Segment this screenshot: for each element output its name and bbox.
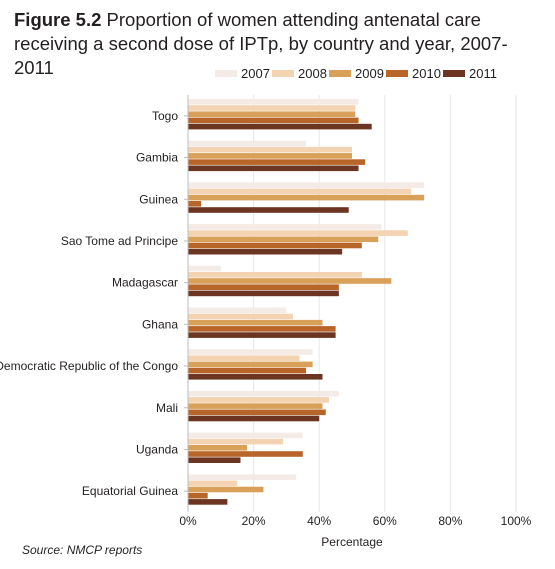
bar [188,349,313,355]
category-label: Madagascar [112,276,178,290]
bar [188,361,313,368]
category-label: Guinea [139,192,178,206]
bar [188,319,323,326]
bar [188,374,323,380]
bar [188,486,264,493]
category-label: Sao Tome ad Principe [61,234,179,248]
legend-label: 2009 [355,66,384,81]
bar [188,307,287,314]
legend-swatch [443,70,465,77]
bar [188,188,412,195]
category-label: Gambia [136,151,178,165]
bar [188,457,241,463]
bar [188,367,307,374]
bar [188,445,248,451]
bar [188,111,356,117]
x-axis-title: Percentage [321,535,383,549]
figure-title: Figure 5.2 Proportion of women attending… [14,8,544,80]
bar [188,146,352,153]
bar [188,326,336,332]
bar [188,397,330,403]
bar [188,313,293,320]
legend-label: 2011 [469,66,497,81]
x-tick-label: 40% [307,514,331,528]
bar [188,117,359,124]
bar [188,284,339,290]
bar [188,390,339,397]
bar [188,499,228,505]
bar [188,432,303,439]
bar [188,99,359,105]
legend-swatch [215,70,237,77]
bar [188,153,352,159]
bar [188,242,362,249]
x-tick-label: 80% [438,514,462,528]
bar [188,207,349,213]
bar [188,451,303,457]
bar [188,409,326,416]
bar [188,415,320,422]
bar [188,438,284,445]
bar [188,290,339,297]
legend-swatch [329,70,351,77]
bar [188,403,323,409]
category-label: Mali [156,401,178,415]
bar [188,272,362,278]
bar [188,474,297,480]
category-label: Uganda [136,442,178,456]
legend: 2007 2008 2009 2010 2011 [215,66,497,81]
legend-label: 2008 [298,66,327,81]
bar [188,355,300,361]
category-label: Togo [152,109,178,123]
bar [188,165,359,172]
bar [188,105,356,111]
bar [188,278,392,284]
category-label: Ghana [142,317,178,331]
bars [188,99,425,505]
source-note: Source: NMCP reports [22,543,142,557]
bar [188,332,336,338]
bar [188,140,307,147]
bar [188,265,221,272]
source-text: NMCP reports [66,543,143,557]
x-tick-label: 100% [501,514,532,528]
legend-label: 2010 [412,66,441,81]
bar [188,224,382,230]
bar [188,248,343,255]
bar [188,201,202,207]
source-label: Source: [22,543,64,557]
axes: 0% 20% 40% 60% 80% 100% Togo Gambia Guinea Sao To… [0,95,532,549]
bar [188,123,372,130]
x-tick-label: 20% [242,514,266,528]
bar [188,194,425,201]
bar [188,236,379,243]
x-tick-label: 0% [179,514,197,528]
bar [188,492,208,499]
bar [188,230,408,236]
legend-label: 2007 [241,66,270,81]
bar [188,480,238,487]
bar [188,159,366,165]
figure-title-text: Proportion of women attending antenatal … [14,9,508,78]
category-label: Equatorial Guinea [82,484,178,498]
bar [188,182,425,188]
x-tick-label: 60% [373,514,397,528]
category-label: Democratic Republic of the Congo [0,359,178,373]
figure-label: Figure 5.2 [14,9,102,30]
legend-swatch [272,70,294,77]
legend-swatch [386,70,408,77]
